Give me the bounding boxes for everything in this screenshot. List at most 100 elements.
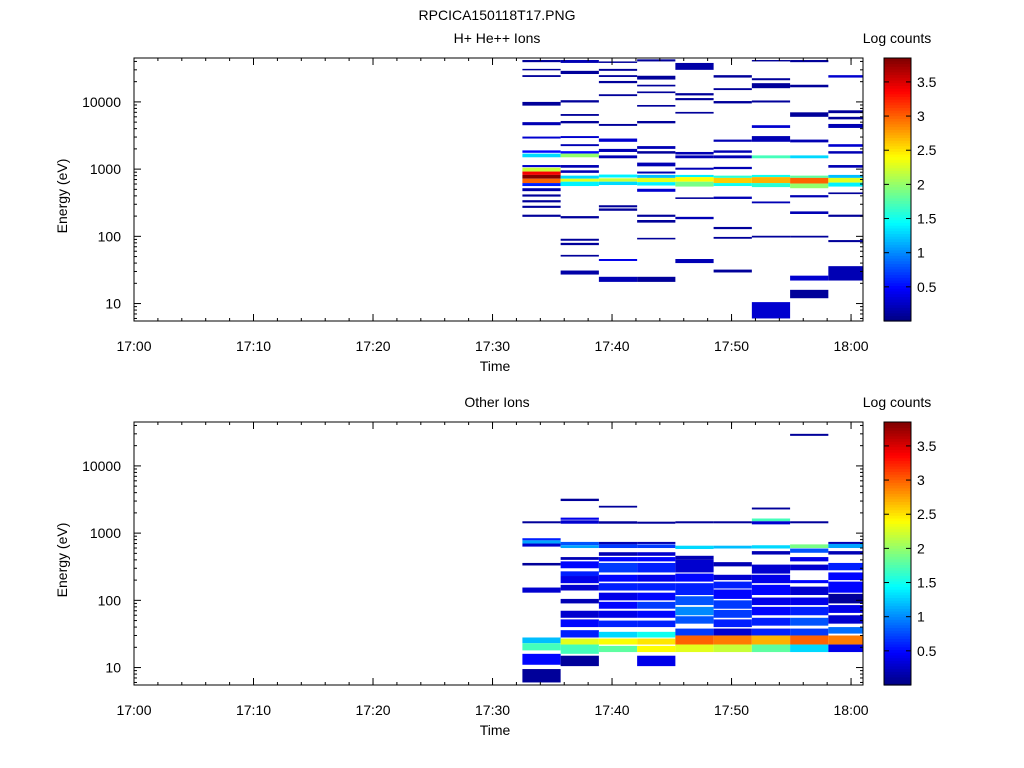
heatmap-cell — [713, 644, 752, 653]
colorbar-segment — [884, 74, 911, 78]
panel-other-ions: Other Ions Log counts Energy (eV) Time 1… — [54, 394, 937, 738]
colorbar-segment — [884, 452, 911, 456]
heatmap-cell — [560, 561, 599, 569]
heatmap-cell — [637, 552, 676, 556]
heatmap-cell — [751, 564, 791, 574]
heatmap-cell — [828, 644, 863, 653]
heatmap-cell — [560, 153, 599, 158]
colorbar-segment — [884, 501, 911, 505]
colorbar-segment — [884, 252, 911, 256]
colorbar-segment — [884, 457, 911, 461]
colorbar-segment — [884, 121, 911, 125]
colorbar-tick-label: 1.5 — [917, 211, 937, 227]
figure-title: RPCICA150118T17.PNG — [419, 7, 576, 23]
x-axis: 17:00 17:10 17:20 17:30 17:40 17:50 18:00 — [116, 422, 869, 718]
colorbar-segment — [884, 131, 911, 136]
heatmap-cell — [675, 555, 714, 560]
colorbar-segment — [884, 178, 911, 182]
colorbar-segment — [884, 526, 911, 530]
heatmap-cell — [637, 59, 676, 62]
heatmap-cell — [598, 80, 638, 84]
colorbar-segment — [884, 255, 911, 259]
heatmap-cell — [598, 638, 638, 645]
heatmap-cell — [751, 201, 791, 204]
heatmap-cell — [751, 521, 791, 525]
heatmap-cell — [828, 627, 863, 634]
colorbar-segment — [884, 167, 911, 171]
heatmap-cell — [598, 276, 638, 282]
heatmap-cell — [790, 112, 829, 117]
heatmap-cell — [560, 144, 599, 147]
heatmap-cell — [828, 551, 863, 555]
colorbar-segment — [884, 569, 911, 574]
heatmap-cell — [560, 630, 599, 638]
heatmap-cell — [828, 635, 863, 645]
colorbar-segment — [884, 227, 911, 232]
heatmap-cell — [828, 110, 863, 114]
heatmap-cell — [751, 100, 791, 103]
colorbar-segment — [884, 77, 911, 81]
colorbar-segment — [884, 112, 911, 117]
heatmap-cell — [790, 183, 829, 189]
colorbar-segment — [884, 682, 911, 686]
heatmap-cell — [675, 521, 714, 524]
colorbar-segment — [884, 578, 911, 582]
heatmap-cell — [522, 543, 561, 547]
heatmap-cell — [713, 101, 752, 104]
heatmap-cell — [560, 216, 599, 219]
colorbar-segment — [884, 572, 911, 577]
heatmap-cell — [598, 583, 638, 591]
colorbar-segment — [884, 435, 911, 440]
colorbar-segment — [884, 241, 911, 245]
colorbar-segment — [884, 162, 911, 166]
colorbar-segment — [884, 474, 911, 478]
heatmap-cell — [637, 521, 676, 524]
heatmap-cell — [522, 122, 561, 126]
heatmap-cell — [828, 562, 863, 571]
colorbar-segment — [884, 153, 911, 158]
colorbar-segment — [884, 520, 911, 524]
colorbar-segment — [884, 277, 911, 281]
heatmap-cell — [522, 75, 561, 77]
colorbar-segment — [884, 660, 911, 664]
heatmap-cell — [522, 669, 561, 683]
x-tick-label: 17:10 — [236, 702, 271, 718]
heatmap-cell — [522, 136, 561, 139]
colorbar-segment — [884, 148, 911, 152]
heatmap-cell — [560, 644, 599, 654]
heatmap-cell — [713, 155, 752, 159]
heatmap-cell — [637, 544, 676, 549]
heatmap-cell — [598, 592, 638, 601]
heatmap-cell — [675, 155, 714, 159]
colorbar-segment — [884, 512, 911, 516]
colorbar-segment — [884, 296, 911, 300]
colorbar-segment — [884, 186, 911, 191]
colorbar-segment — [884, 156, 911, 160]
heatmap-cell — [790, 84, 829, 88]
colorbar-segment — [884, 624, 911, 629]
heatmap-cell — [713, 609, 752, 618]
colorbar-segment — [884, 558, 911, 563]
colorbar-segment — [884, 422, 911, 426]
heatmap-cell — [598, 138, 638, 142]
heatmap-cell — [560, 178, 599, 182]
y-tick-label: 1000 — [90, 161, 121, 177]
colorbar-segment — [884, 504, 911, 508]
colorbar-segment — [884, 591, 911, 596]
heatmap-cell — [598, 645, 638, 653]
heatmap-cell — [751, 60, 791, 62]
colorbar-segment — [884, 638, 911, 642]
heatmap-cell — [713, 196, 752, 199]
heatmap-cell — [560, 545, 599, 549]
heatmap-cell — [522, 643, 561, 651]
colorbar-segment — [884, 605, 911, 609]
colorbar-title: Log counts — [863, 30, 932, 46]
colorbar-segment — [884, 304, 911, 308]
heatmap-cell — [637, 638, 676, 645]
colorbar-tick-label: 2 — [917, 176, 925, 192]
colorbar-segment — [884, 600, 911, 604]
colorbar-segment — [884, 487, 911, 492]
colorbar-tick-label: 2 — [917, 540, 925, 556]
heatmap-cell — [828, 266, 863, 281]
